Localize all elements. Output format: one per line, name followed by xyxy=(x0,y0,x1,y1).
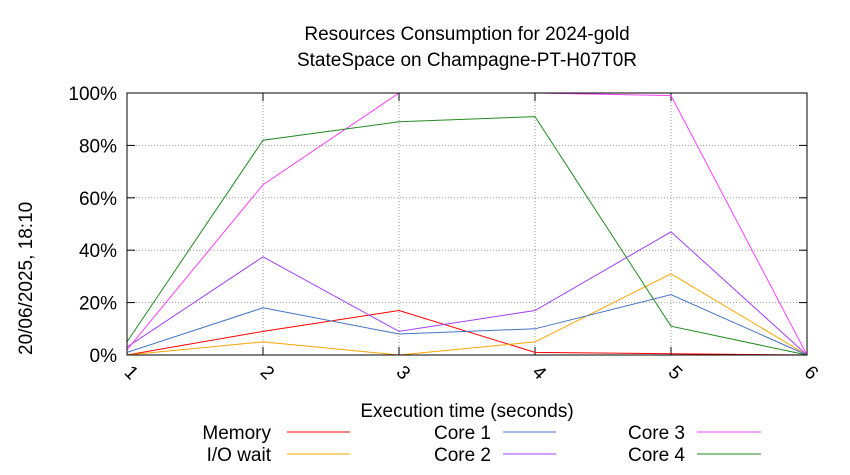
x-tick-label: 6 xyxy=(800,362,822,384)
chart-title: Resources Consumption for 2024-gold xyxy=(304,24,629,45)
series-lines xyxy=(126,92,808,356)
x-tick-label: 1 xyxy=(120,362,142,384)
x-tick-label: 5 xyxy=(664,362,686,384)
series-line-core-4 xyxy=(126,116,808,356)
side-timestamp-label: 20/06/2025, 18:10 xyxy=(16,202,37,355)
y-tick-label: 20% xyxy=(79,294,117,315)
y-tick-label: 0% xyxy=(90,346,118,367)
y-tick-label: 80% xyxy=(79,136,117,157)
x-tick-label: 2 xyxy=(256,362,278,384)
legend-label-memory: Memory xyxy=(202,423,271,444)
chart-subtitle: StateSpace on Champagne-PT-H07T0R xyxy=(297,50,637,71)
y-axis-ticks: 0% 20% 40% 60% 80% 100% xyxy=(68,84,807,367)
y-tick-label: 60% xyxy=(79,189,117,210)
series-line-core-1 xyxy=(126,294,808,356)
y-tick-label: 100% xyxy=(68,84,117,105)
x-axis-ticks: 1 2 3 4 5 6 xyxy=(120,93,822,385)
plot-border xyxy=(126,92,808,356)
legend-label-core-3: Core 3 xyxy=(628,423,685,444)
series-line-core-2 xyxy=(126,231,808,356)
series-line-core-3 xyxy=(126,92,808,356)
legend-label-i-o-wait: I/O wait xyxy=(207,445,272,466)
x-tick-label: 4 xyxy=(528,362,551,385)
grid xyxy=(127,93,807,355)
series-line-i-o-wait xyxy=(126,273,808,356)
x-tick-label: 3 xyxy=(392,362,414,384)
legend-label-core-1: Core 1 xyxy=(434,423,491,444)
y-tick-label: 40% xyxy=(79,241,117,262)
legend-label-core-2: Core 2 xyxy=(434,445,491,466)
x-axis-label: Execution time (seconds) xyxy=(360,401,573,422)
legend-label-core-4: Core 4 xyxy=(628,445,685,466)
